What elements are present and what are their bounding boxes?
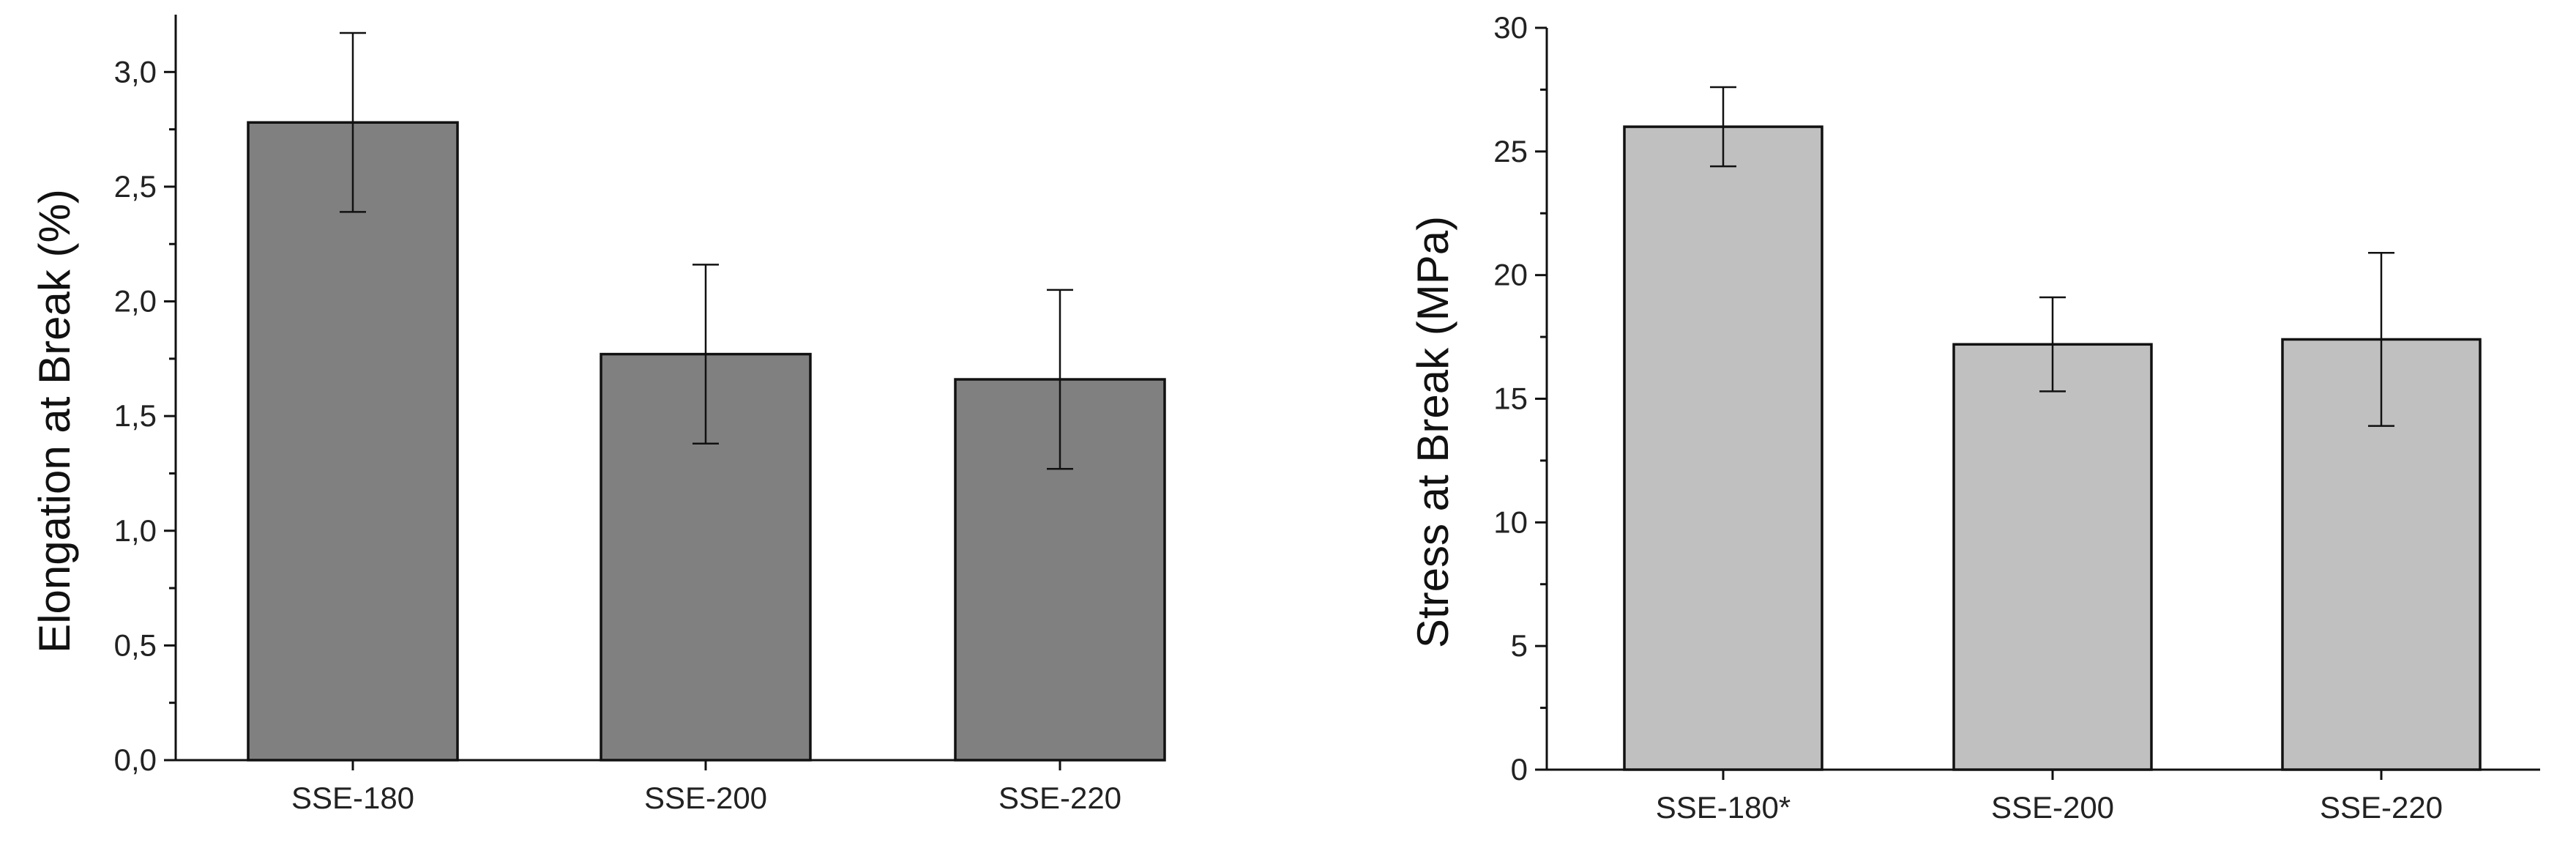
stress-y-tick-label: 25 bbox=[1493, 134, 1528, 168]
stress-chart: Stress at Break (MPa) 0 5 10 15 20 25 30 SSE-18… bbox=[1408, 10, 2540, 825]
stress-bar-1 bbox=[1623, 125, 1823, 771]
stress-y-tick-label: 15 bbox=[1493, 382, 1528, 416]
elongation-y-tick-label: 0,0 bbox=[114, 743, 157, 777]
elongation-y-tick-label: 3,0 bbox=[114, 54, 157, 89]
stress-y-tick-label: 30 bbox=[1493, 10, 1528, 45]
elongation-y-tick-label: 1,0 bbox=[114, 513, 157, 548]
elongation-y-axis-title: Elongation at Break (%) bbox=[30, 189, 79, 653]
stress-y-tick-label: 0 bbox=[1511, 752, 1528, 787]
elongation-chart: Elongation at Break (%) 0,0 0,5 1,0 1,5 2,0 2… bbox=[30, 15, 1166, 815]
stress-x-tick-label: SSE-180* bbox=[1656, 790, 1791, 825]
stress-y-tick-label: 5 bbox=[1511, 628, 1528, 663]
stress-y-tick-label: 10 bbox=[1493, 505, 1528, 539]
elongation-y-tick-label: 2,0 bbox=[114, 284, 157, 319]
elongation-y-tick-label: 1,5 bbox=[114, 398, 157, 433]
stress-y-axis-title: Stress at Break (MPa) bbox=[1408, 216, 1457, 648]
elongation-bar-1 bbox=[247, 121, 459, 762]
elongation-y-tick-label: 2,5 bbox=[114, 169, 157, 204]
stress-x-tick-label: SSE-220 bbox=[2320, 790, 2443, 825]
elongation-y-tick-label: 0,5 bbox=[114, 628, 157, 662]
elongation-x-tick-label: SSE-200 bbox=[644, 781, 767, 815]
stress-bar-2 bbox=[1952, 343, 2153, 771]
elongation-x-tick-label: SSE-180 bbox=[291, 781, 414, 815]
stress-x-tick-label: SSE-200 bbox=[1991, 790, 2114, 825]
elongation-x-tick-label: SSE-220 bbox=[998, 781, 1121, 815]
stress-y-tick-label: 20 bbox=[1493, 258, 1528, 292]
